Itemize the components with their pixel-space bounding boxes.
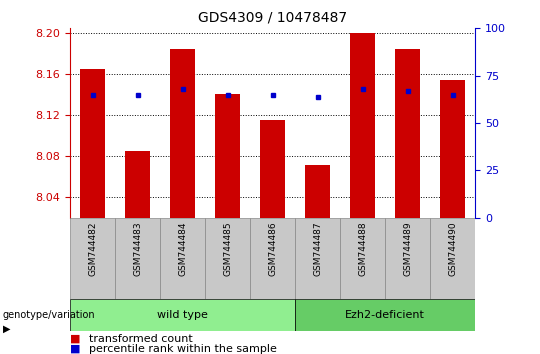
Bar	[215, 94, 240, 218]
Bar	[250, 218, 295, 299]
Bar	[205, 218, 250, 299]
Text: GSM744489: GSM744489	[403, 222, 412, 276]
Bar	[260, 120, 285, 218]
Bar	[295, 218, 340, 299]
Text: GSM744485: GSM744485	[223, 222, 232, 276]
Bar	[160, 218, 205, 299]
Bar	[305, 166, 330, 218]
Text: ■: ■	[70, 344, 80, 354]
Bar	[70, 218, 115, 299]
Text: GSM744488: GSM744488	[358, 222, 367, 276]
Text: genotype/variation: genotype/variation	[3, 310, 96, 320]
Bar	[70, 299, 295, 331]
Bar	[295, 299, 475, 331]
Text: Ezh2-deficient: Ezh2-deficient	[345, 310, 425, 320]
Text: GSM744486: GSM744486	[268, 222, 277, 276]
Text: transformed count: transformed count	[89, 334, 193, 344]
Bar	[430, 218, 475, 299]
Text: percentile rank within the sample: percentile rank within the sample	[89, 344, 277, 354]
Title: GDS4309 / 10478487: GDS4309 / 10478487	[198, 10, 347, 24]
Bar	[350, 33, 375, 218]
Text: GSM744484: GSM744484	[178, 222, 187, 276]
Text: GSM744487: GSM744487	[313, 222, 322, 276]
Text: GSM744482: GSM744482	[88, 222, 97, 276]
Bar	[395, 49, 420, 218]
Bar	[170, 49, 195, 218]
Bar	[385, 218, 430, 299]
Bar	[340, 218, 385, 299]
Text: ■: ■	[70, 334, 80, 344]
Text: GSM744490: GSM744490	[448, 222, 457, 276]
Bar	[125, 151, 150, 218]
Bar	[115, 218, 160, 299]
Text: wild type: wild type	[157, 310, 208, 320]
Bar	[440, 80, 465, 218]
Text: GSM744483: GSM744483	[133, 222, 142, 276]
Text: ▶: ▶	[3, 324, 10, 334]
Bar	[80, 69, 105, 218]
